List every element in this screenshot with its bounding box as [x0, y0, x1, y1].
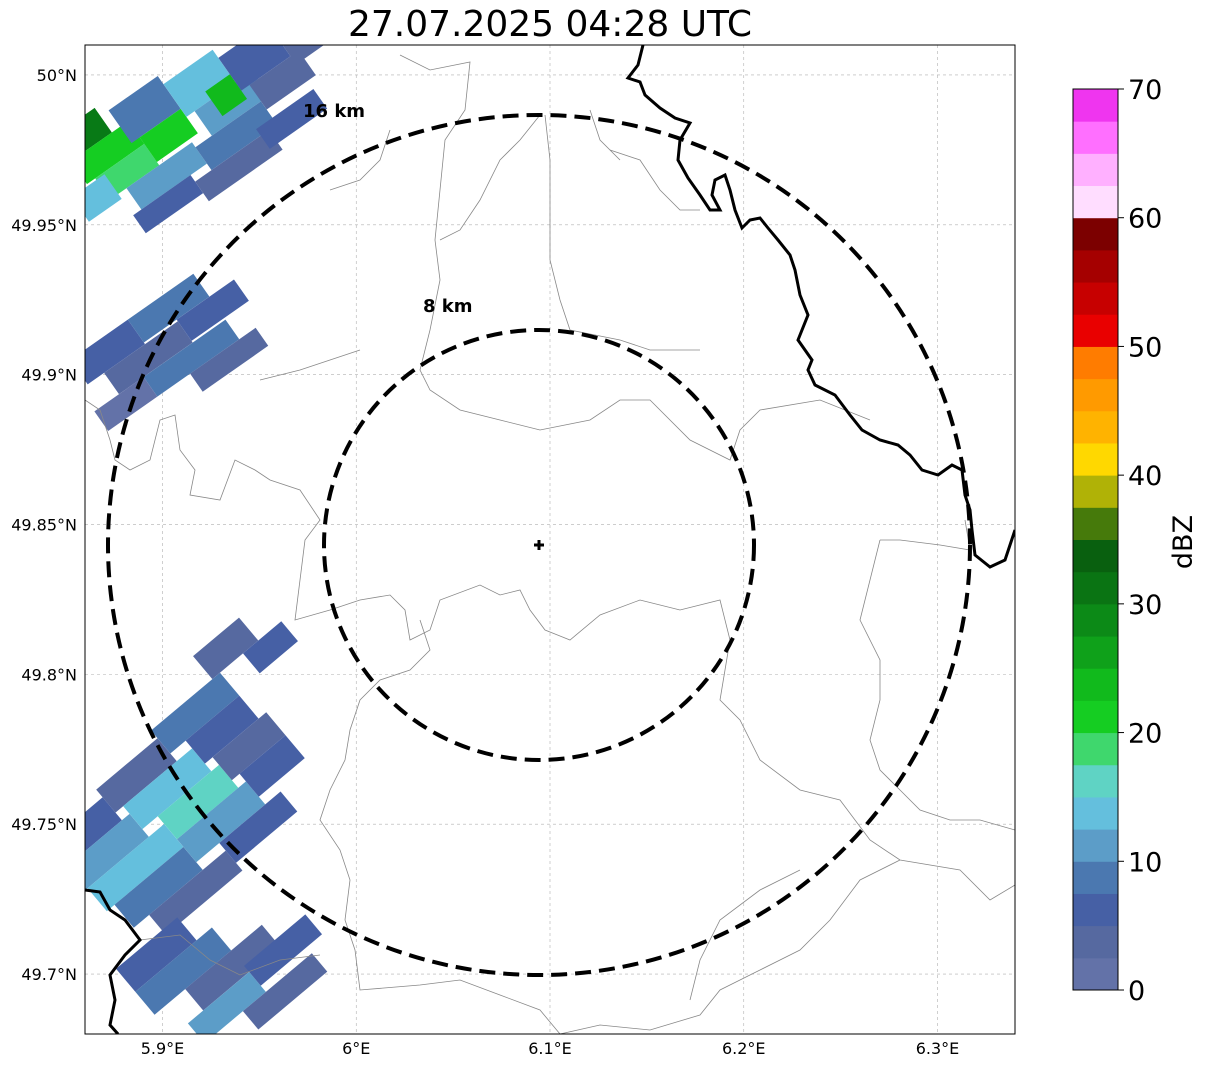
colorbar-bin — [1073, 153, 1118, 187]
admin-boundaries — [85, 54, 1015, 1034]
x-tick-label: 6.3°E — [916, 1039, 960, 1058]
y-tick-label: 49.9°N — [21, 366, 77, 385]
x-axis-ticks: 5.9°E 6°E 6.1°E 6.2°E 6.3°E — [141, 1039, 960, 1058]
range-ring-label-8km: 8 km — [423, 296, 473, 317]
colorbar-bin — [1073, 217, 1118, 251]
x-tick-label: 6.2°E — [722, 1039, 766, 1058]
colorbar-bin — [1073, 925, 1118, 959]
colorbar-tick-label: 70 — [1128, 75, 1162, 106]
y-tick-label: 49.7°N — [21, 965, 77, 984]
colorbar-bin — [1073, 603, 1118, 637]
colorbar-bin — [1073, 636, 1118, 669]
colorbar-label: dBZ — [1168, 515, 1199, 569]
colorbar-tick-label: 0 — [1128, 976, 1145, 1007]
colorbar-bin — [1073, 829, 1118, 862]
colorbar-bin — [1073, 314, 1118, 347]
radar-site-marker — [534, 540, 544, 550]
y-tick-label: 49.75°N — [11, 815, 77, 834]
colorbar-tick-label: 40 — [1128, 461, 1162, 492]
colorbar-bin — [1073, 346, 1118, 380]
x-tick-label: 6.1°E — [528, 1039, 572, 1058]
colorbar-bin — [1073, 539, 1118, 573]
map-title: 27.07.2025 04:28 UTC — [347, 4, 753, 45]
colorbar-bin — [1073, 410, 1118, 444]
colorbar-tick-label: 20 — [1128, 719, 1162, 750]
colorbar-bin — [1073, 668, 1118, 701]
colorbar-bin — [1073, 185, 1118, 219]
colorbar-tick-label: 60 — [1128, 204, 1162, 235]
colorbar-bin — [1073, 571, 1118, 605]
colorbar-bin — [1073, 507, 1118, 540]
gridlines — [85, 45, 1015, 1034]
map-frame — [84, 44, 1016, 1035]
colorbar-frame — [1072, 88, 1119, 991]
colorbar-bin — [1073, 121, 1118, 154]
colorbar-bin — [1073, 282, 1118, 315]
colorbar — [1072, 88, 1119, 991]
x-tick-label: 5.9°E — [141, 1039, 185, 1058]
x-tick-label: 6°E — [342, 1039, 370, 1058]
colorbar-bin — [1073, 378, 1118, 412]
reflectivity-echoes — [85, 45, 329, 1034]
colorbar-bin — [1073, 700, 1118, 734]
range-ring-8km — [322, 328, 756, 762]
range-rings: 8 km 16 km — [106, 101, 972, 977]
colorbar-bin — [1073, 764, 1118, 798]
range-ring-label-16km: 16 km — [303, 101, 365, 122]
colorbar-bin — [1073, 957, 1118, 991]
y-tick-label: 49.95°N — [11, 216, 77, 235]
colorbar-bin — [1073, 732, 1118, 766]
colorbar-bin — [1073, 89, 1118, 122]
y-axis-ticks: 50°N 49.95°N 49.9°N 49.85°N 49.8°N 49.75°N 49.… — [11, 66, 77, 984]
range-ring-16km — [106, 113, 972, 977]
colorbar-bin — [1073, 796, 1118, 830]
colorbar-bin — [1073, 475, 1118, 508]
colorbar-tick-label: 50 — [1128, 332, 1162, 363]
colorbar-tick-label: 10 — [1128, 847, 1162, 878]
y-tick-label: 49.85°N — [11, 516, 77, 535]
y-tick-label: 50°N — [37, 66, 77, 85]
colorbar-bin — [1073, 442, 1118, 476]
y-tick-label: 49.8°N — [21, 665, 77, 684]
colorbar-bin — [1073, 893, 1118, 927]
colorbar-bin — [1073, 249, 1118, 283]
colorbar-tick-label: 30 — [1128, 590, 1162, 621]
colorbar-bin — [1073, 861, 1118, 894]
colorbar-ticks: 0 10 20 30 40 50 60 70 — [1118, 75, 1162, 1007]
